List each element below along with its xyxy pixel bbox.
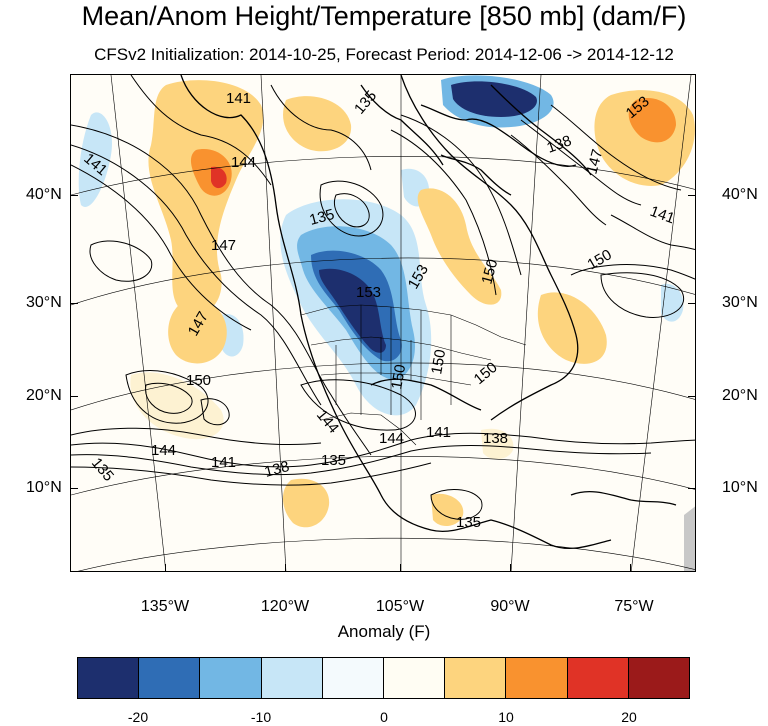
colorbar-box [322, 658, 385, 698]
lat-tick [70, 303, 78, 304]
lat-tick [70, 396, 78, 397]
lat-tick [688, 396, 696, 397]
contour-label: 138 [263, 458, 292, 481]
lat-label-right: 40°N [722, 186, 758, 203]
height-contours [71, 75, 695, 520]
contour-label: 147 [211, 237, 236, 254]
cold-anomaly-shading [78, 75, 684, 416]
colorbar-box [384, 658, 446, 698]
colorbar-title: Anomaly (F) [337, 622, 431, 641]
map-panel: 141 135 138 144 141 147 135 153 153 150 … [70, 74, 696, 572]
colorbar-box [200, 658, 262, 698]
lon-label: 105°W [375, 598, 425, 615]
lat-tick [688, 195, 696, 196]
lat-tick [70, 195, 78, 196]
contour-label: 150 [478, 257, 501, 286]
contour-label: 141 [211, 454, 236, 471]
lon-label: 90°W [490, 598, 530, 615]
contour-label: 141 [226, 90, 251, 107]
lat-label-right: 30°N [722, 294, 758, 311]
contour-label: 144 [231, 154, 256, 171]
lat-tick [688, 488, 696, 489]
colorbar-tick-label: 0 [380, 709, 388, 725]
contour-label: 150 [388, 363, 409, 391]
colorbar-box [78, 658, 140, 698]
lon-label: 135°W [140, 598, 190, 615]
colorbar-box [628, 658, 690, 698]
colorbar-box [261, 658, 323, 698]
lon-tick [630, 564, 631, 572]
lat-label-left: 30°N [26, 294, 62, 311]
colorbar [77, 657, 690, 699]
contour-labels: 141 135 138 144 141 147 135 153 153 150 … [80, 87, 677, 531]
lat-label-left: 40°N [26, 186, 62, 203]
colorbar-box [567, 658, 629, 698]
lon-tick [510, 564, 511, 572]
lat-label-right: 10°N [722, 479, 758, 496]
lat-tick [688, 303, 696, 304]
colorbar-tick-label: 10 [498, 709, 514, 725]
lon-tick [165, 564, 166, 572]
land-background [684, 506, 695, 571]
colorbar-tick-label: 20 [621, 709, 637, 725]
warm-anomaly-shading [130, 80, 695, 528]
colorbar-box [445, 658, 507, 698]
contour-label: 147 [583, 147, 606, 176]
borders [300, 304, 527, 446]
lon-tick [285, 564, 286, 572]
coastlines [180, 75, 677, 549]
lat-label-left: 10°N [26, 479, 62, 496]
lon-label: 75°W [614, 598, 654, 615]
colorbar-box [506, 658, 568, 698]
contour-label: 153 [356, 284, 381, 301]
contour-label: 150 [428, 348, 449, 376]
contour-label: 150 [186, 372, 211, 389]
contour-label: 141 [426, 424, 451, 441]
lat-label-right: 20°N [722, 387, 758, 404]
contour-label: 135 [308, 206, 337, 229]
colorbar-tick-label: -20 [127, 709, 149, 725]
contour-label: 138 [483, 430, 508, 447]
lon-label: 120°W [260, 598, 310, 615]
chart-title: Mean/Anom Height/Temperature [850 mb] (d… [81, 1, 687, 31]
lat-tick [70, 488, 78, 489]
chart-subtitle: CFSv2 Initialization: 2014-10-25, Foreca… [94, 45, 674, 64]
contour-label: 135 [456, 514, 481, 531]
contour-label: 135 [321, 452, 346, 469]
contour-label: 144 [379, 430, 404, 447]
colorbar-tick-label: -10 [250, 709, 272, 725]
lat-label-left: 20°N [26, 387, 62, 404]
contour-label: 144 [151, 442, 176, 459]
lon-tick [400, 564, 401, 572]
map-canvas: 141 135 138 144 141 147 135 153 153 150 … [71, 75, 695, 571]
colorbar-box [139, 658, 201, 698]
